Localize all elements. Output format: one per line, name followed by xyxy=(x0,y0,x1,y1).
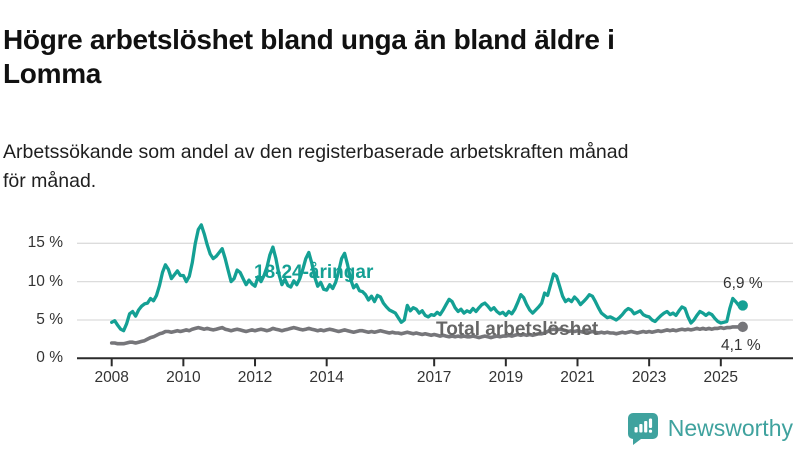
brand-footer: Newsworthy xyxy=(627,412,793,445)
y-axis-tick-label: 0 % xyxy=(36,349,63,367)
x-axis-tick-label: 2021 xyxy=(560,369,595,386)
subtitle-line-2: för månad. xyxy=(3,169,97,192)
end-dot xyxy=(737,321,748,333)
title-line-1: Högre arbetslöshet bland unga än bland ä… xyxy=(3,23,615,55)
subtitle-line-1: Arbetssökande som andel av den registerb… xyxy=(3,140,629,163)
title-line-2: Lomma xyxy=(3,57,102,89)
end-value-youth: 6,9 % xyxy=(723,275,763,292)
chart-subtitle: Arbetssökande som andel av den registerb… xyxy=(3,138,793,196)
x-axis-tick-label: 2014 xyxy=(309,369,344,386)
x-axis-tick-label: 2008 xyxy=(94,369,129,386)
newsworthy-logo-icon xyxy=(627,412,659,445)
x-axis-tick-label: 2023 xyxy=(631,369,667,386)
x-axis-tick-label: 2012 xyxy=(237,369,273,386)
brand-name: Newsworthy xyxy=(667,415,793,441)
total-line xyxy=(109,325,741,346)
series-label-total: Total arbetslöshet xyxy=(436,319,599,340)
page-title: Högre arbetslöshet bland unga än bland ä… xyxy=(3,23,783,91)
end-value-total: 4,1 % xyxy=(721,337,761,354)
x-axis-tick-label: 2025 xyxy=(703,369,739,386)
youth-line xyxy=(110,223,741,333)
x-axis-tick-label: 2019 xyxy=(488,369,524,386)
x-axis-tick-label: 2017 xyxy=(416,369,452,386)
y-axis-tick-label: 10 % xyxy=(27,272,63,290)
y-axis-tick-label: 15 % xyxy=(27,234,63,252)
end-dot xyxy=(737,300,748,311)
y-axis-tick-label: 5 % xyxy=(36,310,63,328)
series-label-youth: 18-24-åringar xyxy=(254,262,374,283)
x-axis-tick-label: 2010 xyxy=(166,369,201,386)
